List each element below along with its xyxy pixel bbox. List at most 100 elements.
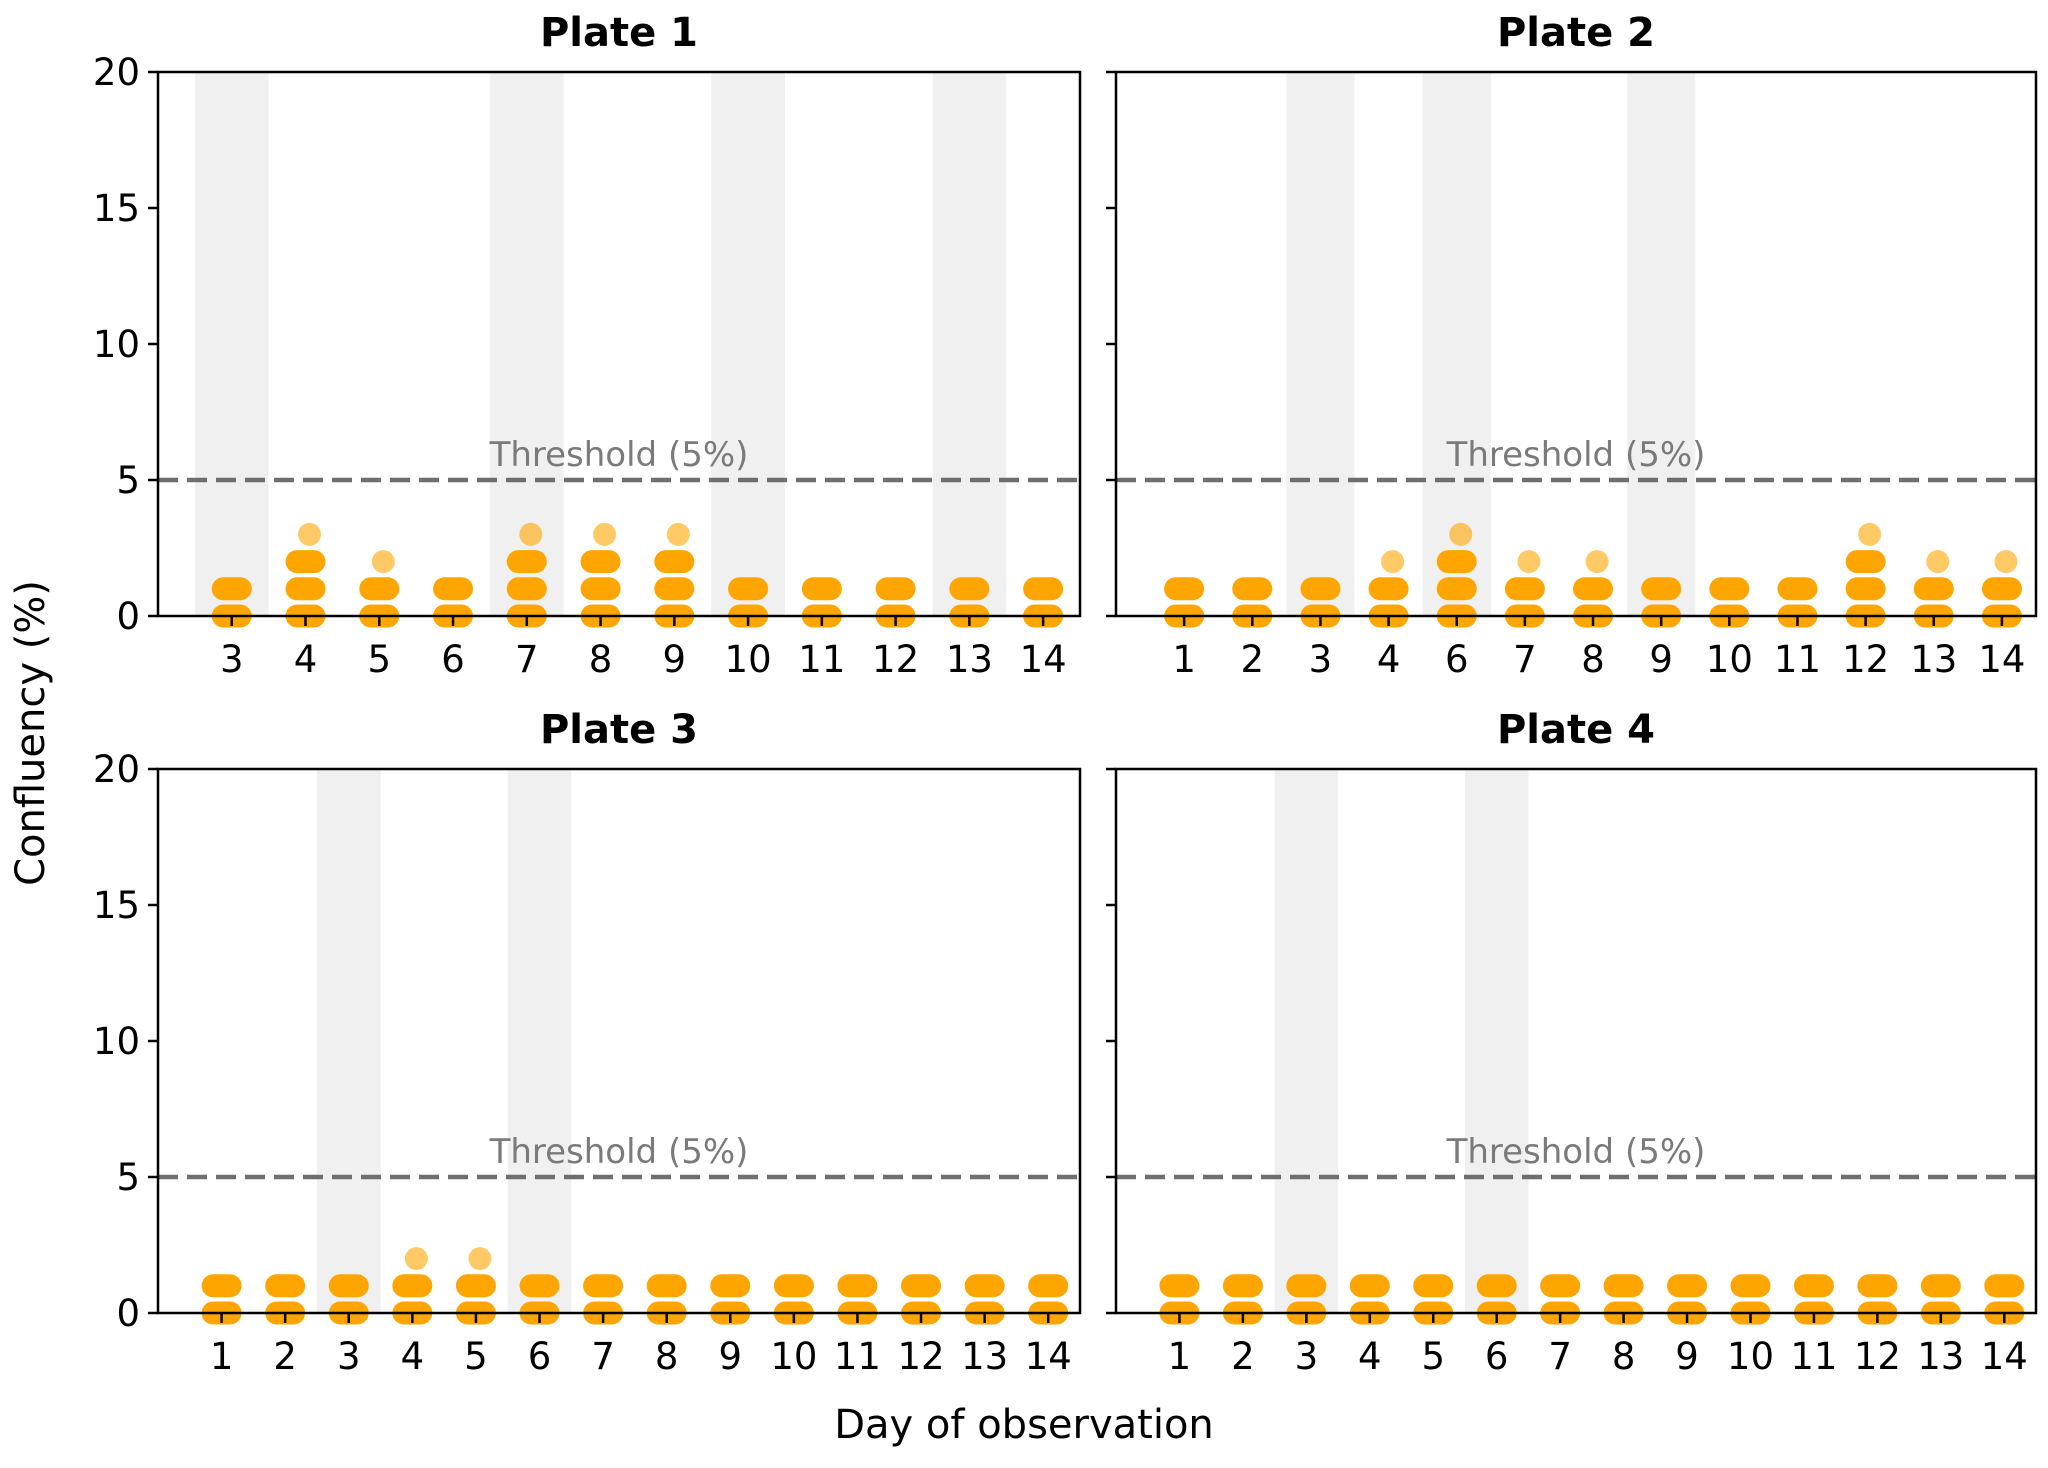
data-point-day-4-value-1	[1368, 577, 1409, 601]
threshold-label: Threshold (5%)	[489, 1132, 749, 1172]
x-tick-label-14: 14	[1020, 638, 1067, 681]
data-point-day-5-value-1	[359, 577, 400, 601]
data-point-day-6-value-1	[519, 1274, 560, 1298]
x-tick-label-11: 11	[798, 638, 845, 681]
data-point-day-6-value-3	[1449, 522, 1473, 546]
x-tick-label-11: 11	[1790, 1335, 1837, 1378]
x-tick-label-13: 13	[946, 638, 993, 681]
data-point-day-2-value-1	[1222, 1274, 1263, 1298]
x-tick-label-8: 8	[1581, 638, 1605, 681]
x-tick-label-1: 1	[1172, 638, 1196, 681]
data-point-day-1-value-1	[1159, 1274, 1200, 1298]
x-tick-label-3: 3	[220, 638, 244, 681]
data-point-day-9-value-2	[654, 550, 695, 574]
x-tick-label-1: 1	[210, 1335, 234, 1378]
x-tick-label-7: 7	[591, 1335, 615, 1378]
data-point-day-13-value-2	[1926, 550, 1950, 574]
x-tick-label-14: 14	[1978, 638, 2025, 681]
plot-frame	[156, 767, 1082, 1315]
y-tick-label-15: 15	[93, 187, 140, 230]
data-point-day-4-value-2	[1381, 550, 1405, 574]
x-tick-label-12: 12	[897, 1335, 944, 1378]
data-point-day-11-value-1	[801, 577, 842, 601]
data-point-day-8-value-1	[1603, 1274, 1644, 1298]
x-tick-label-3: 3	[337, 1335, 361, 1378]
shaded-band-day-3	[194, 72, 269, 616]
x-tick-label-14: 14	[1025, 1335, 1072, 1378]
data-point-day-5-value-1	[455, 1274, 496, 1298]
x-tick-label-13: 13	[1917, 1335, 1964, 1378]
plate-title: Plate 4	[1497, 707, 1655, 753]
data-point-day-8-value-2	[580, 550, 621, 574]
data-point-day-4-value-2	[285, 550, 326, 574]
data-point-day-7-value-1	[1540, 1274, 1581, 1298]
data-point-day-9-value-1	[1667, 1274, 1708, 1298]
x-tick-label-9: 9	[1649, 638, 1673, 681]
data-point-day-12-value-3	[1858, 522, 1882, 546]
x-tick-label-11: 11	[834, 1335, 881, 1378]
plate-panel-1: Threshold (5%) 0 5 10 15 20 3 4 5 6 7 8 9 10 11 12 13 14 P…	[93, 10, 1082, 681]
x-tick-label-2: 2	[1231, 1335, 1255, 1378]
x-tick-label-13: 13	[1910, 638, 1957, 681]
x-tick-label-3: 3	[1295, 1335, 1319, 1378]
data-point-day-4-value-2	[404, 1247, 428, 1271]
x-tick-label-4: 4	[1377, 638, 1401, 681]
x-tick-label-12: 12	[1842, 638, 1889, 681]
data-point-day-4-value-1	[285, 577, 326, 601]
data-point-day-10-value-1	[1709, 577, 1750, 601]
y-tick-label-5: 5	[116, 1156, 140, 1199]
x-tick-label-8: 8	[589, 638, 613, 681]
x-tick-label-9: 9	[663, 638, 687, 681]
data-point-day-1-value-1	[1164, 577, 1205, 601]
x-tick-label-6: 6	[528, 1335, 552, 1378]
x-tick-label-10: 10	[1706, 638, 1753, 681]
x-tick-label-12: 12	[872, 638, 919, 681]
x-tick-label-5: 5	[368, 638, 392, 681]
x-axis-label: Day of observation	[834, 1402, 1214, 1448]
x-tick-label-8: 8	[1612, 1335, 1636, 1378]
x-tick-label-9: 9	[719, 1335, 743, 1378]
data-point-day-8-value-3	[593, 522, 617, 546]
data-point-day-13-value-1	[964, 1274, 1005, 1298]
shaded-band-day-13	[932, 72, 1007, 616]
data-point-day-9-value-1	[654, 577, 695, 601]
x-tick-label-6: 6	[1445, 638, 1469, 681]
data-point-day-13-value-1	[1920, 1274, 1961, 1298]
y-tick-label-15: 15	[93, 884, 140, 927]
data-point-day-5-value-2	[468, 1247, 492, 1271]
plot-frame	[1114, 767, 2038, 1315]
x-tick-label-4: 4	[401, 1335, 425, 1378]
y-tick-label-0: 0	[116, 1292, 140, 1335]
shaded-band-day-10	[711, 72, 785, 616]
data-point-day-11-value-1	[1793, 1274, 1834, 1298]
x-tick-label-13: 13	[961, 1335, 1008, 1378]
x-tick-label-7: 7	[1548, 1335, 1572, 1378]
data-point-day-12-value-1	[901, 1274, 942, 1298]
x-tick-label-1: 1	[1168, 1335, 1192, 1378]
data-point-day-3-value-1	[1300, 577, 1341, 601]
data-point-day-2-value-1	[1232, 577, 1273, 601]
x-tick-label-10: 10	[770, 1335, 817, 1378]
data-point-day-9-value-1	[710, 1274, 751, 1298]
data-point-day-12-value-1	[1845, 577, 1886, 601]
data-point-day-9-value-1	[1641, 577, 1682, 601]
data-point-day-7-value-2	[506, 550, 547, 574]
data-point-day-5-value-1	[1413, 1274, 1454, 1298]
plate-title: Plate 3	[540, 707, 698, 753]
x-tick-label-5: 5	[1421, 1335, 1445, 1378]
y-tick-label-20: 20	[93, 748, 140, 791]
plate-title: Plate 1	[540, 10, 698, 56]
data-point-day-11-value-1	[837, 1274, 878, 1298]
data-point-day-7-value-1	[1504, 577, 1545, 601]
data-point-day-3-value-1	[328, 1274, 369, 1298]
y-tick-label-0: 0	[116, 595, 140, 638]
data-point-day-3-value-1	[1286, 1274, 1327, 1298]
x-tick-label-5: 5	[464, 1335, 488, 1378]
data-point-day-4-value-1	[392, 1274, 433, 1298]
data-point-day-13-value-1	[949, 577, 990, 601]
data-point-day-7-value-1	[506, 577, 547, 601]
shaded-band-day-9	[1627, 72, 1696, 616]
